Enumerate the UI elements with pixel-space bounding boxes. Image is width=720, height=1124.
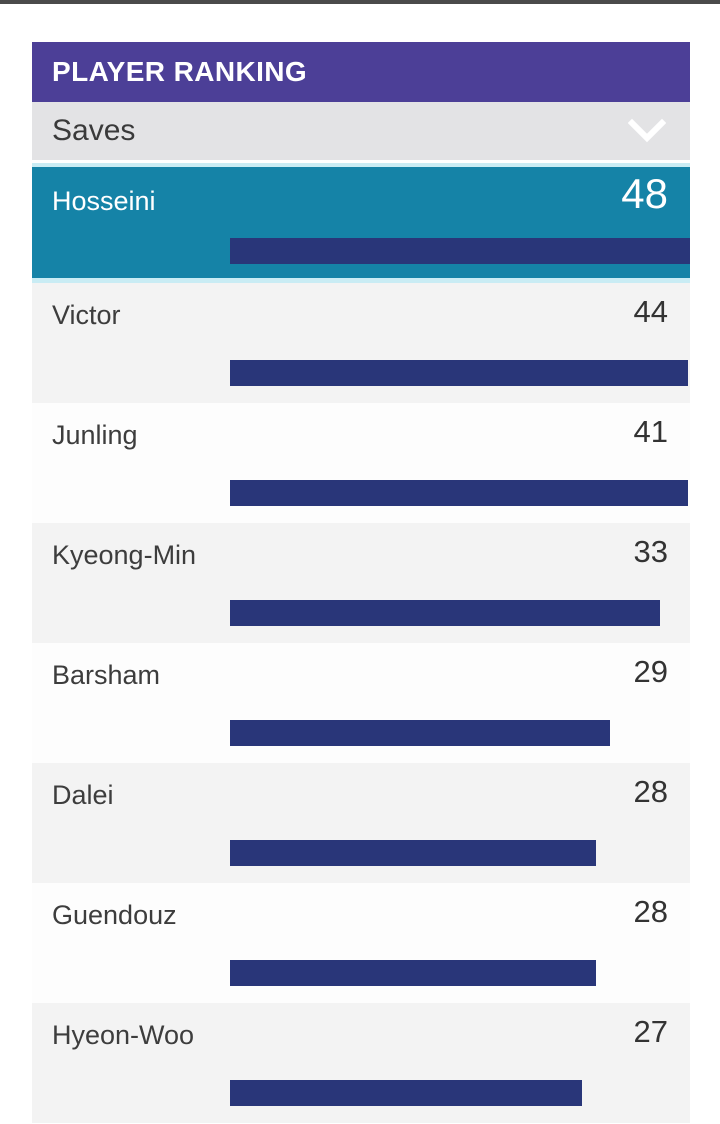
bar-track [230, 960, 690, 986]
value-bar [230, 720, 610, 746]
player-row[interactable]: Guendouz 28 [32, 883, 690, 1003]
player-name: Guendouz [52, 900, 177, 930]
value-bar [230, 238, 690, 264]
player-name: Kyeong-Min [52, 540, 197, 570]
player-row[interactable]: Kyeong-Min 33 [32, 523, 690, 643]
bar-track [230, 840, 690, 866]
player-ranking-widget: PLAYER RANKING Saves Hosseini 48 Victor … [32, 42, 690, 1123]
player-value: 33 [633, 534, 668, 569]
value-bar [230, 600, 661, 626]
chevron-down-icon [628, 118, 666, 144]
value-bar [230, 360, 688, 386]
value-bar [230, 480, 688, 506]
player-name: Barsham [52, 660, 161, 690]
stat-selector-dropdown[interactable]: Saves [32, 102, 690, 160]
player-value: 28 [633, 894, 668, 929]
value-bar [230, 840, 596, 866]
player-value: 28 [633, 774, 668, 809]
player-list: Hosseini 48 Victor 44 Junling 41 Kyeong-… [32, 163, 690, 1123]
bar-track [230, 1080, 690, 1106]
player-name: Junling [52, 420, 138, 450]
player-row[interactable]: Barsham 29 [32, 643, 690, 763]
player-row[interactable]: Victor 44 [32, 283, 690, 403]
divider [32, 160, 690, 163]
player-name: Victor [52, 300, 121, 330]
widget-title: PLAYER RANKING [52, 56, 308, 87]
player-row[interactable]: Hosseini 48 [32, 163, 690, 283]
player-row[interactable]: Junling 41 [32, 403, 690, 523]
value-bar [230, 960, 596, 986]
player-value: 44 [633, 294, 668, 329]
player-value: 48 [621, 170, 668, 217]
bar-track [230, 600, 690, 626]
player-value: 27 [633, 1014, 668, 1049]
player-name: Hosseini [52, 186, 156, 216]
player-value: 41 [633, 414, 668, 449]
player-name: Hyeon-Woo [52, 1020, 195, 1050]
bar-track [230, 480, 690, 506]
bar-track [230, 238, 690, 264]
stat-selector-label: Saves [52, 114, 136, 147]
player-row[interactable]: Dalei 28 [32, 763, 690, 883]
player-row[interactable]: Hyeon-Woo 27 [32, 1003, 690, 1123]
player-value: 29 [633, 654, 668, 689]
value-bar [230, 1080, 582, 1106]
top-divider [0, 0, 720, 4]
bar-track [230, 360, 690, 386]
player-name: Dalei [52, 780, 114, 810]
bar-track [230, 720, 690, 746]
widget-header: PLAYER RANKING [32, 42, 690, 102]
